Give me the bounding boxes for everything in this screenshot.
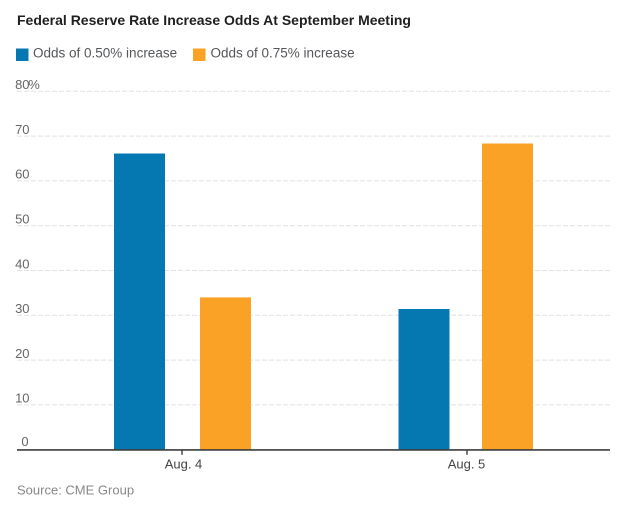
svg-text:80: 80 (15, 77, 29, 92)
svg-text:Odds of 0.50% increase: Odds of 0.50% increase (33, 46, 177, 61)
svg-text:50: 50 (15, 212, 29, 227)
svg-text:Aug. 4: Aug. 4 (165, 456, 203, 471)
svg-text:10: 10 (15, 391, 29, 406)
svg-text:60: 60 (15, 167, 29, 182)
svg-text:0: 0 (21, 434, 28, 449)
svg-text:%: % (28, 77, 40, 92)
svg-text:40: 40 (15, 256, 29, 271)
svg-text:Aug. 5: Aug. 5 (448, 456, 486, 471)
svg-text:Federal Reserve Rate Increase: Federal Reserve Rate Increase Odds At Se… (17, 12, 411, 28)
svg-text:Odds of 0.75% increase: Odds of 0.75% increase (211, 46, 355, 61)
svg-text:Source: CME Group: Source: CME Group (17, 483, 134, 498)
svg-text:30: 30 (15, 301, 29, 316)
svg-text:20: 20 (15, 346, 29, 361)
svg-text:70: 70 (15, 122, 29, 137)
